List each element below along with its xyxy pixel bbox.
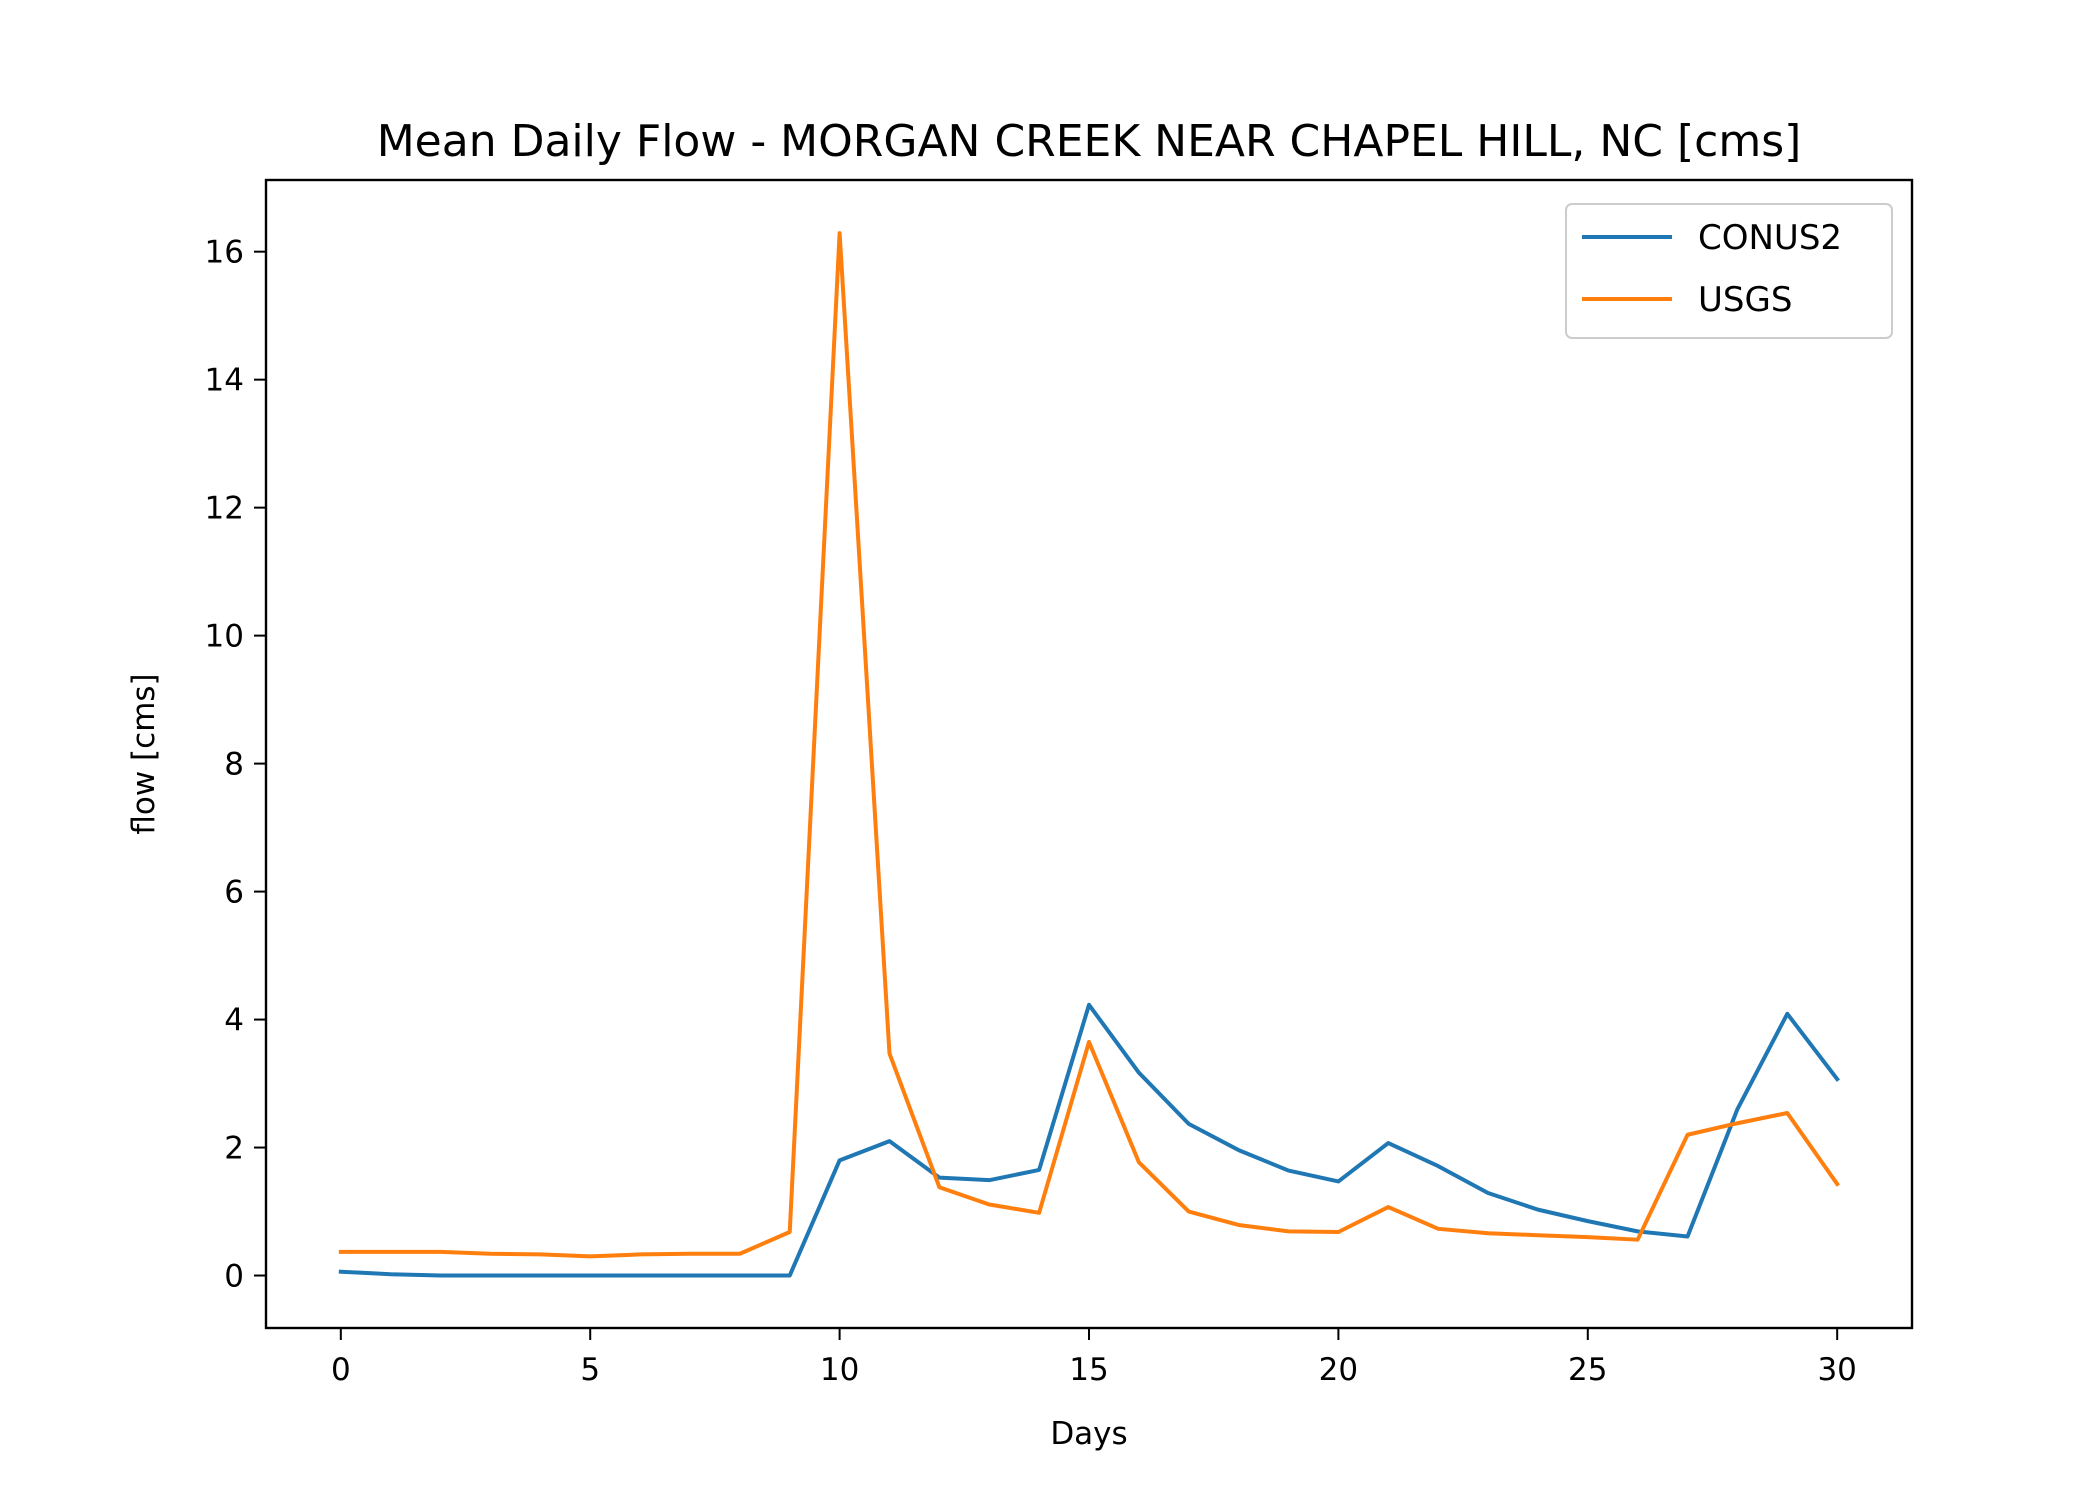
y-tick-label: 4 xyxy=(224,1003,244,1039)
x-tick-label: 30 xyxy=(1817,1352,1856,1388)
y-tick-label: 10 xyxy=(205,619,244,655)
axes-ticks: 0 5 10 15 20 25 30 0 2 4 6 8 10 12 14 16 xyxy=(205,235,1857,1388)
y-tick-label: 2 xyxy=(224,1131,244,1167)
x-tick-label: 5 xyxy=(580,1352,600,1388)
y-tick-label: 16 xyxy=(205,235,244,271)
series-line-usgs xyxy=(338,231,1840,1259)
legend: CONUS2 USGS xyxy=(1565,203,1893,339)
x-tick-label: 10 xyxy=(820,1352,859,1388)
x-tick-label: 0 xyxy=(331,1352,351,1388)
y-axis-title: flow [cms] xyxy=(126,673,162,834)
y-tick-label: 8 xyxy=(224,747,244,783)
series-lines xyxy=(338,231,1840,1278)
x-tick-label: 15 xyxy=(1069,1352,1108,1388)
y-tick-label: 12 xyxy=(205,491,244,527)
plot-frame xyxy=(264,178,1914,1330)
legend-label-usgs: USGS xyxy=(1698,280,1792,320)
y-tick-label: 14 xyxy=(205,363,244,399)
x-tick-label: 25 xyxy=(1568,1352,1607,1388)
x-axis-title: Days xyxy=(1050,1416,1127,1452)
chart-title: Mean Daily Flow - MORGAN CREEK NEAR CHAP… xyxy=(377,116,1802,167)
x-tick-label: 20 xyxy=(1319,1352,1358,1388)
y-tick-label: 0 xyxy=(224,1259,244,1295)
y-tick-label: 6 xyxy=(224,875,244,911)
legend-label-conus2: CONUS2 xyxy=(1698,218,1842,258)
series-line-conus2 xyxy=(338,1002,1840,1278)
